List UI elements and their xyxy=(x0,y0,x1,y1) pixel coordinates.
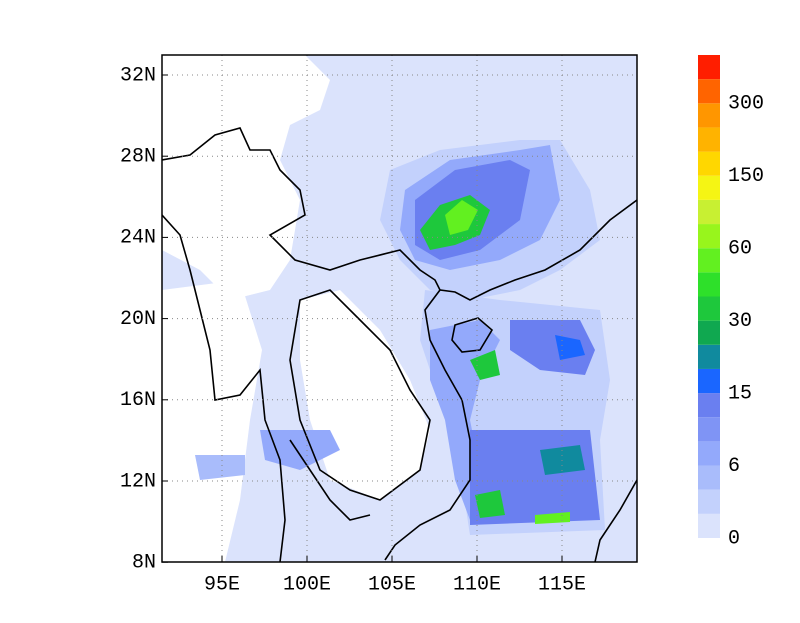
y-tick-label: 28N xyxy=(120,145,156,168)
colorbar-label: 15 xyxy=(728,382,752,405)
colorbar-label: 300 xyxy=(728,93,764,116)
x-tick-label: 100E xyxy=(283,573,331,596)
colorbar-label: 150 xyxy=(728,165,764,188)
colorbar-box xyxy=(698,79,720,104)
colorbar-box xyxy=(698,199,720,225)
precip-field xyxy=(162,55,637,562)
coastlines xyxy=(162,127,637,562)
colorbar-box xyxy=(698,393,720,418)
colorbar-label: 60 xyxy=(728,237,752,260)
y-tick-label: 24N xyxy=(120,227,156,250)
colorbar-box xyxy=(698,248,720,273)
graticule xyxy=(162,55,637,562)
colorbar-box xyxy=(698,151,720,176)
colorbar-label: 30 xyxy=(728,310,752,333)
colorbar-box xyxy=(698,296,720,321)
y-tick-label: 32N xyxy=(120,64,156,87)
y-tick-label: 16N xyxy=(120,389,156,412)
plot-frame xyxy=(161,54,638,563)
colorbar-box xyxy=(698,344,720,369)
colorbar-box xyxy=(698,489,720,514)
colorbar-label: 0 xyxy=(728,527,740,550)
x-tick-label: 95E xyxy=(204,573,240,596)
colorbar-box xyxy=(698,175,720,200)
colorbar-box xyxy=(698,127,720,152)
y-tick-label: 20N xyxy=(120,308,156,331)
colorbar-label: 6 xyxy=(728,455,740,478)
colorbar-box xyxy=(698,55,720,80)
colorbar-box xyxy=(698,368,720,394)
colorbar-box xyxy=(698,513,720,538)
colorbar-box xyxy=(698,417,720,442)
x-tick-label: 110E xyxy=(453,573,501,596)
colorbar-box xyxy=(698,224,720,249)
colorbar-box xyxy=(698,103,720,128)
colorbar-box xyxy=(698,320,720,345)
colorbar-box xyxy=(698,441,720,466)
colorbar-box xyxy=(698,465,720,490)
y-tick-label: 8N xyxy=(132,551,156,574)
colorbar-box xyxy=(698,272,720,297)
x-tick-label: 115E xyxy=(538,573,586,596)
y-tick-label: 12N xyxy=(120,470,156,493)
x-tick-label: 105E xyxy=(368,573,416,596)
